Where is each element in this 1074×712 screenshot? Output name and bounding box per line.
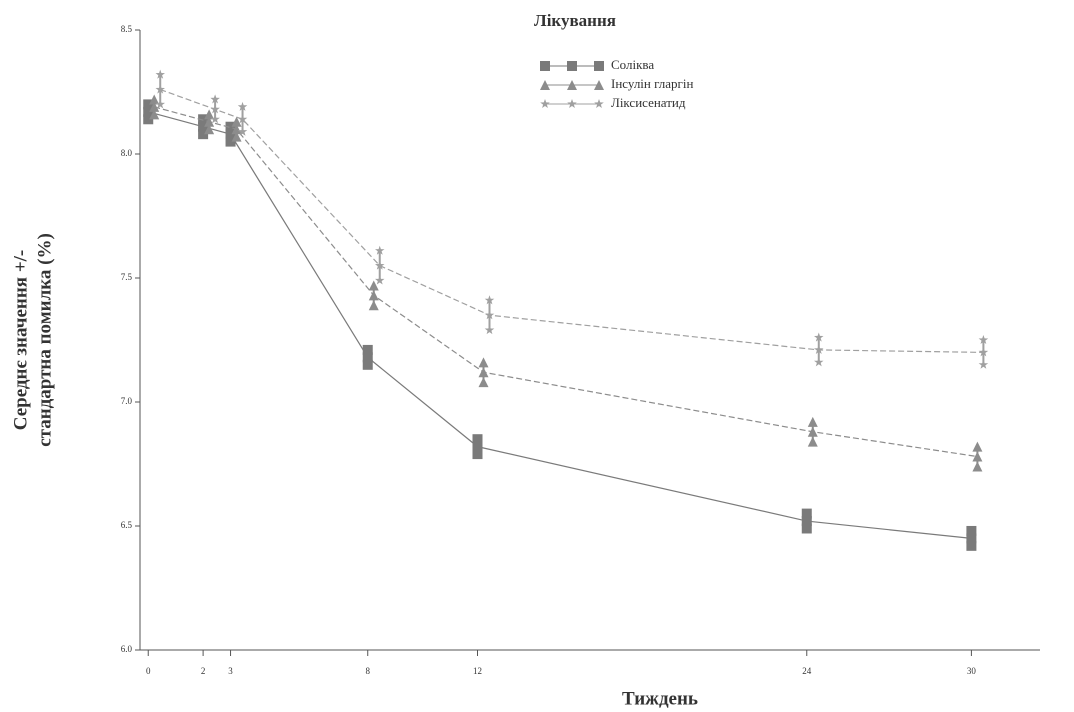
point <box>972 451 983 462</box>
legend-marker <box>594 99 604 108</box>
error-marker <box>204 109 215 120</box>
error-marker <box>231 116 242 127</box>
error-marker <box>204 124 215 135</box>
y-tick-label: 8.5 <box>121 24 133 34</box>
error-marker <box>484 325 495 335</box>
error-marker <box>814 332 824 342</box>
point <box>155 84 165 94</box>
error-marker <box>155 69 165 79</box>
error-marker <box>368 280 379 291</box>
error-marker <box>225 121 236 132</box>
error-marker <box>155 99 165 109</box>
error-marker <box>972 441 983 452</box>
legend-marker <box>567 80 577 90</box>
point <box>368 290 379 301</box>
point <box>204 116 215 127</box>
error-marker <box>362 359 373 370</box>
error-marker <box>472 434 483 445</box>
x-tick-label: 24 <box>802 666 812 676</box>
error-marker <box>807 416 818 427</box>
error-marker <box>978 335 989 344</box>
point <box>375 260 385 270</box>
error-marker <box>237 101 248 111</box>
point <box>978 347 989 357</box>
point <box>472 441 483 452</box>
legend-marker <box>567 61 577 71</box>
y-tick-label: 8.0 <box>121 148 133 158</box>
x-tick-label: 30 <box>967 666 977 676</box>
series-line <box>148 111 972 539</box>
error-marker <box>966 540 977 551</box>
error-marker <box>143 114 154 125</box>
error-marker <box>375 275 385 285</box>
point <box>149 101 160 112</box>
error-marker <box>972 461 983 472</box>
error-marker <box>237 126 248 136</box>
y-tick-label: 7.5 <box>121 272 133 282</box>
legend-label: Соліква <box>611 57 654 72</box>
error-marker <box>375 245 385 255</box>
point <box>966 533 977 544</box>
legend-marker <box>594 61 604 71</box>
point <box>198 121 209 132</box>
error-marker <box>814 357 824 367</box>
x-tick-label: 8 <box>365 666 370 676</box>
point <box>484 310 495 320</box>
error-marker <box>210 114 220 124</box>
y-axis-label: стандартна помилка (%) <box>34 233 55 447</box>
error-marker <box>368 300 379 311</box>
error-marker <box>478 377 489 388</box>
point <box>807 426 818 437</box>
x-axis-label: Тиждень <box>622 688 698 709</box>
point <box>237 114 248 124</box>
y-tick-label: 6.0 <box>121 644 133 654</box>
legend-title: Лікування <box>534 11 616 30</box>
point <box>231 124 242 135</box>
error-marker <box>210 94 220 104</box>
legend-label: Ліксисенатид <box>611 95 686 110</box>
series-line <box>154 106 978 458</box>
point <box>143 106 154 117</box>
x-tick-label: 2 <box>201 666 206 676</box>
error-marker <box>966 525 977 536</box>
error-marker <box>978 359 989 369</box>
legend-marker <box>594 80 604 90</box>
y-axis-label: Середнє значення +/- <box>10 250 31 430</box>
y-tick-label: 7.0 <box>121 396 133 406</box>
error-marker <box>231 131 242 142</box>
x-tick-label: 12 <box>473 666 482 676</box>
point <box>478 367 489 378</box>
point <box>225 129 236 140</box>
error-marker <box>484 295 495 305</box>
y-tick-label: 6.5 <box>121 520 133 530</box>
error-marker <box>801 508 812 519</box>
legend-label: Інсулін гларгін <box>611 76 693 91</box>
legend-marker <box>540 80 550 90</box>
point <box>210 104 220 114</box>
error-marker <box>198 114 209 125</box>
point <box>801 516 812 527</box>
error-marker <box>472 449 483 460</box>
legend-marker <box>567 99 577 108</box>
error-marker <box>149 109 160 120</box>
error-marker <box>143 99 154 110</box>
error-marker <box>149 94 160 105</box>
x-tick-label: 3 <box>228 666 233 676</box>
error-marker <box>362 344 373 355</box>
legend-marker <box>540 99 550 108</box>
error-marker <box>198 129 209 140</box>
legend-marker <box>540 61 550 71</box>
point <box>814 344 824 354</box>
error-marker <box>478 357 489 368</box>
x-tick-label: 0 <box>146 666 151 676</box>
error-marker <box>807 436 818 447</box>
point <box>362 352 373 363</box>
error-marker <box>225 136 236 147</box>
error-marker <box>801 523 812 534</box>
